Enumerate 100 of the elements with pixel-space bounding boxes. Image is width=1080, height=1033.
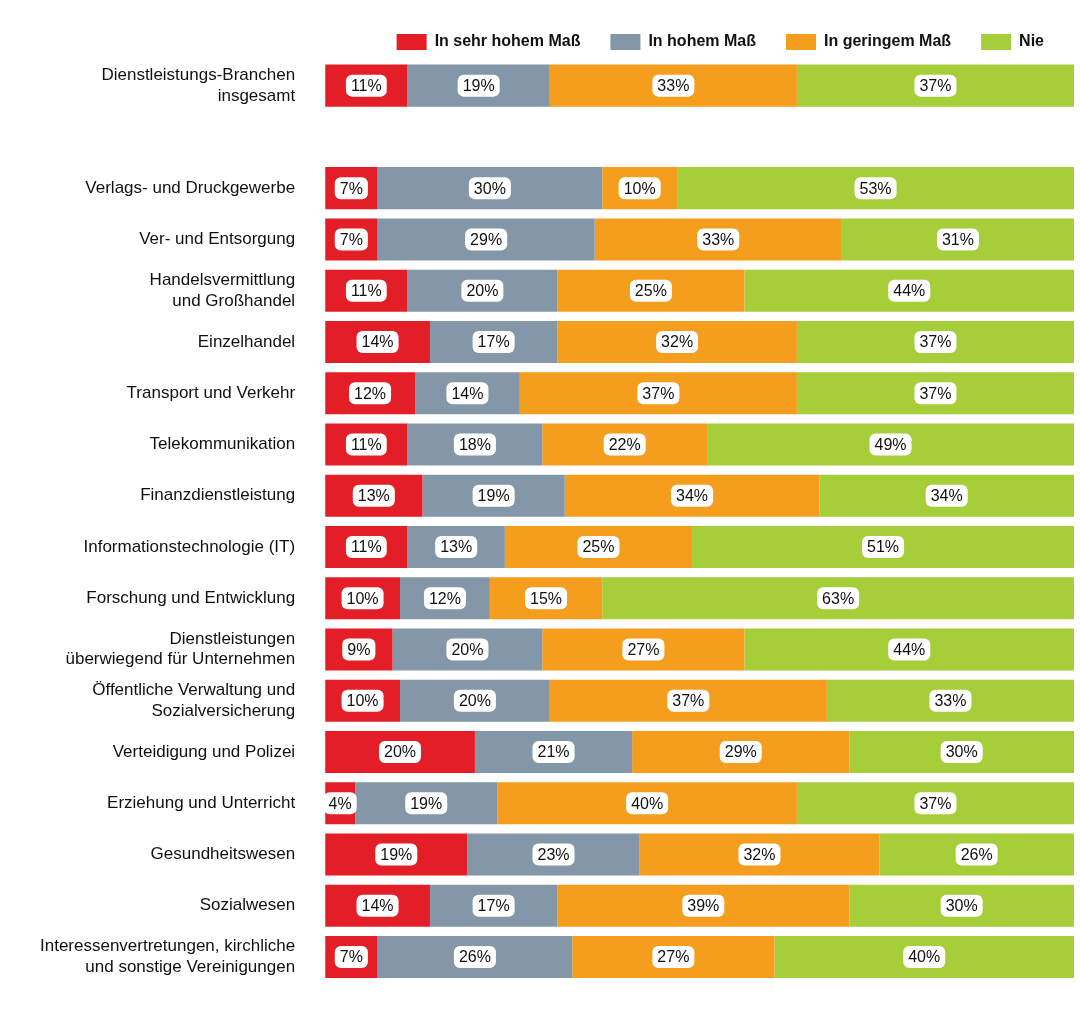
data-label: 33% [657,77,690,95]
data-label: 29% [470,230,503,248]
bar [826,679,1074,722]
y-tick-label: Dienstleistungs-Branchen insgesamt [101,65,296,105]
data-label: 32% [661,333,694,351]
data-label: 7% [339,948,363,966]
bar [504,525,693,568]
y-tick-label: Dienstleistungen überwiegend für Unternehmen [65,628,296,669]
data-label: 26% [458,948,491,966]
data-label: 39% [687,897,720,915]
y-tick-label: Verteidigung und Polizei [112,741,296,761]
y-tick-label: Forschung und Entwicklung [86,587,296,607]
bar [796,372,1074,415]
data-label: 14% [361,897,394,915]
data-label: 34% [930,487,963,505]
data-label: 22% [608,435,641,453]
data-label: 37% [919,333,952,351]
bar [744,628,1074,671]
y-tick-label: Einzelhandel [197,331,296,351]
data-label: 49% [874,435,907,453]
data-label: 26% [960,845,993,863]
y-tick-label: Verlags- und Druckgewerbe [85,177,296,197]
data-label: 9% [347,640,371,658]
bar [557,269,745,312]
bar [602,577,1074,620]
bar [572,935,775,978]
data-label: 30% [473,179,506,197]
data-label: 23% [537,845,570,863]
bar [819,474,1074,517]
bar [497,782,797,825]
data-label: 33% [934,692,967,710]
data-label: 10% [346,692,379,710]
bar [744,269,1074,312]
bar [542,628,745,671]
data-label: 18% [458,435,491,453]
bar [557,884,850,927]
data-label: 44% [893,282,926,300]
data-label: 12% [354,384,387,402]
bar [377,218,595,261]
data-label: 40% [631,794,664,812]
data-label: 10% [623,179,656,197]
data-label: 37% [919,794,952,812]
bar [594,218,842,261]
data-label: 37% [919,384,952,402]
data-label: 29% [724,743,757,761]
data-label: 25% [582,538,615,556]
data-label: 13% [440,538,473,556]
bar [879,833,1074,876]
data-label: 4% [328,794,352,812]
bar [639,833,880,876]
y-tick-label: Ver- und Entsorgung [139,229,296,249]
data-label: 15% [530,589,563,607]
y-tick-label: Interessenvertretungen, kirchliche und sonstige Vereinigungen [39,936,296,976]
data-label: 17% [477,333,510,351]
bar [692,525,1074,568]
y-tick-label: Gesundheitswesen [150,844,296,864]
data-label: 31% [941,230,974,248]
bar [542,423,708,466]
bar [557,320,797,363]
data-label: 7% [339,179,363,197]
bar [796,782,1074,825]
y-tick-label: Telekommunikation [149,434,296,454]
data-label: 33% [702,230,735,248]
data-label: 20% [384,743,417,761]
data-label: 30% [945,897,978,915]
data-label: 20% [466,282,499,300]
data-label: 11% [350,282,382,300]
bar [796,64,1074,107]
bar [707,423,1074,466]
data-label: 53% [859,179,892,197]
y-tick-label: Informationstechnologie (IT) [83,536,296,556]
bar [841,218,1074,261]
y-tick-label: Sozialwesen [199,895,296,915]
data-label: 17% [477,897,510,915]
bar [796,320,1074,363]
data-label: 19% [410,794,443,812]
data-label: 37% [642,384,675,402]
data-label: 32% [743,845,776,863]
data-label: 25% [634,282,667,300]
bar [549,679,827,722]
y-tick-label: Transport und Verkehr [126,382,296,402]
data-label: 40% [908,948,941,966]
data-label: 12% [428,589,461,607]
legend-label: In geringem Maß [823,32,952,50]
y-tick-label: Öffentliche Verwaltung und Sozialversicherung [92,680,296,720]
bar [519,372,797,415]
bar [377,935,573,978]
bar [774,935,1074,978]
data-label: 14% [361,333,394,351]
data-label: 27% [627,640,660,658]
data-label: 27% [657,948,690,966]
data-label: 20% [451,640,484,658]
bar [677,167,1074,210]
data-label: 37% [672,692,705,710]
bar [849,884,1074,927]
legend-label: In hohem Maß [648,32,757,50]
bar [377,167,603,210]
y-tick-label: Finanzdienstleistung [140,485,296,505]
data-label: 10% [346,589,379,607]
data-label: 13% [357,487,390,505]
